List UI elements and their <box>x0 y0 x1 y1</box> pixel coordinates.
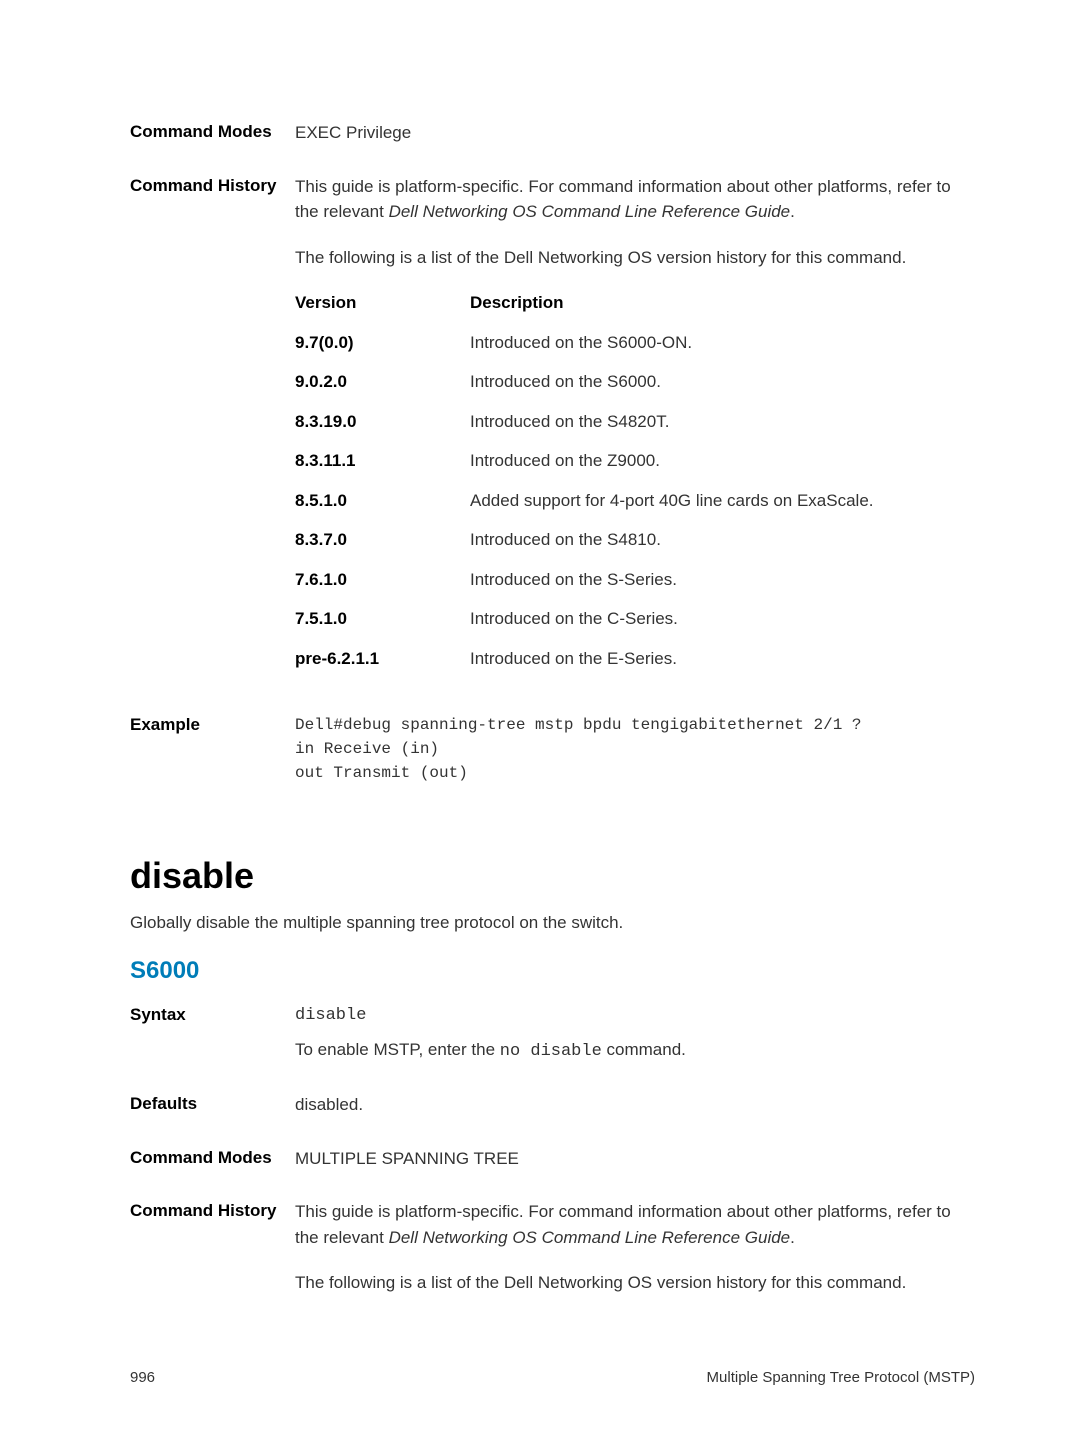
command-modes-row: Command Modes EXEC Privilege <box>130 120 975 146</box>
version-v: 8.5.1.0 <box>295 488 470 514</box>
version-row: 9.0.2.0 Introduced on the S6000. <box>295 369 975 395</box>
example-content: Dell#debug spanning-tree mstp bpdu tengi… <box>295 713 975 785</box>
enable-b: command. <box>602 1040 686 1059</box>
version-d: Introduced on the E-Series. <box>470 646 975 672</box>
disable-history-p1-b: . <box>790 1228 795 1247</box>
enable-a: To enable MSTP, enter the <box>295 1040 500 1059</box>
s6000-subtitle: S6000 <box>130 957 975 985</box>
disable-history-p2: The following is a list of the Dell Netw… <box>295 1270 975 1296</box>
page-number: 996 <box>130 1369 155 1386</box>
disable-history-content: This guide is platform-specific. For com… <box>295 1199 975 1316</box>
command-history-label: Command History <box>130 174 295 686</box>
defaults-row: Defaults disabled. <box>130 1092 975 1118</box>
disable-modes-label: Command Modes <box>130 1146 295 1172</box>
version-row: 8.3.11.1 Introduced on the Z9000. <box>295 448 975 474</box>
example-row: Example Dell#debug spanning-tree mstp bp… <box>130 713 975 785</box>
enable-mono: no disable <box>500 1042 602 1061</box>
version-row: 7.5.1.0 Introduced on the C-Series. <box>295 606 975 632</box>
version-v: 9.7(0.0) <box>295 330 470 356</box>
command-modes-label: Command Modes <box>130 120 295 146</box>
history-p1-italic: Dell Networking OS Command Line Referenc… <box>389 202 791 221</box>
syntax-row: Syntax disable To enable MSTP, enter the… <box>130 1003 975 1064</box>
footer-title: Multiple Spanning Tree Protocol (MSTP) <box>707 1369 975 1386</box>
version-header-d: Description <box>470 290 975 316</box>
version-row: 8.3.19.0 Introduced on the S4820T. <box>295 409 975 435</box>
history-p1-b: . <box>790 202 795 221</box>
disable-desc: Globally disable the multiple spanning t… <box>130 913 975 933</box>
version-d: Added support for 4-port 40G line cards … <box>470 488 975 514</box>
version-d: Introduced on the S4820T. <box>470 409 975 435</box>
version-v: pre-6.2.1.1 <box>295 646 470 672</box>
version-row: 8.3.7.0 Introduced on the S4810. <box>295 527 975 553</box>
command-history-content: This guide is platform-specific. For com… <box>295 174 975 686</box>
version-d: Introduced on the C-Series. <box>470 606 975 632</box>
defaults-label: Defaults <box>130 1092 295 1118</box>
version-d: Introduced on the Z9000. <box>470 448 975 474</box>
defaults-value: disabled. <box>295 1092 975 1118</box>
version-table: Version Description 9.7(0.0) Introduced … <box>295 290 975 671</box>
disable-history-p1: This guide is platform-specific. For com… <box>295 1199 975 1250</box>
disable-modes-value: MULTIPLE SPANNING TREE <box>295 1146 975 1172</box>
version-row: 7.6.1.0 Introduced on the S-Series. <box>295 567 975 593</box>
disable-history-p1-italic: Dell Networking OS Command Line Referenc… <box>389 1228 791 1247</box>
syntax-content: disable To enable MSTP, enter the no dis… <box>295 1003 975 1064</box>
version-header-v: Version <box>295 290 470 316</box>
version-v: 7.6.1.0 <box>295 567 470 593</box>
version-v: 8.3.19.0 <box>295 409 470 435</box>
version-v: 9.0.2.0 <box>295 369 470 395</box>
disable-modes-row: Command Modes MULTIPLE SPANNING TREE <box>130 1146 975 1172</box>
disable-history-row: Command History This guide is platform-s… <box>130 1199 975 1316</box>
history-p1: This guide is platform-specific. For com… <box>295 174 975 225</box>
version-d: Introduced on the S6000. <box>470 369 975 395</box>
syntax-label: Syntax <box>130 1003 295 1064</box>
version-d: Introduced on the S4810. <box>470 527 975 553</box>
syntax-enable: To enable MSTP, enter the no disable com… <box>295 1037 975 1065</box>
syntax-cmd: disable <box>295 1003 975 1029</box>
version-v: 8.3.7.0 <box>295 527 470 553</box>
example-label: Example <box>130 713 295 785</box>
version-v: 8.3.11.1 <box>295 448 470 474</box>
command-history-row: Command History This guide is platform-s… <box>130 174 975 686</box>
version-d: Introduced on the S-Series. <box>470 567 975 593</box>
version-row: pre-6.2.1.1 Introduced on the E-Series. <box>295 646 975 672</box>
version-row: 9.7(0.0) Introduced on the S6000-ON. <box>295 330 975 356</box>
history-p2: The following is a list of the Dell Netw… <box>295 245 975 271</box>
disable-title: disable <box>130 855 975 897</box>
version-header-row: Version Description <box>295 290 975 316</box>
command-modes-value: EXEC Privilege <box>295 120 975 146</box>
version-d: Introduced on the S6000-ON. <box>470 330 975 356</box>
example-code: Dell#debug spanning-tree mstp bpdu tengi… <box>295 713 975 785</box>
version-row: 8.5.1.0 Added support for 4-port 40G lin… <box>295 488 975 514</box>
version-v: 7.5.1.0 <box>295 606 470 632</box>
disable-history-label: Command History <box>130 1199 295 1316</box>
page-footer: 996 Multiple Spanning Tree Protocol (MST… <box>130 1369 975 1386</box>
